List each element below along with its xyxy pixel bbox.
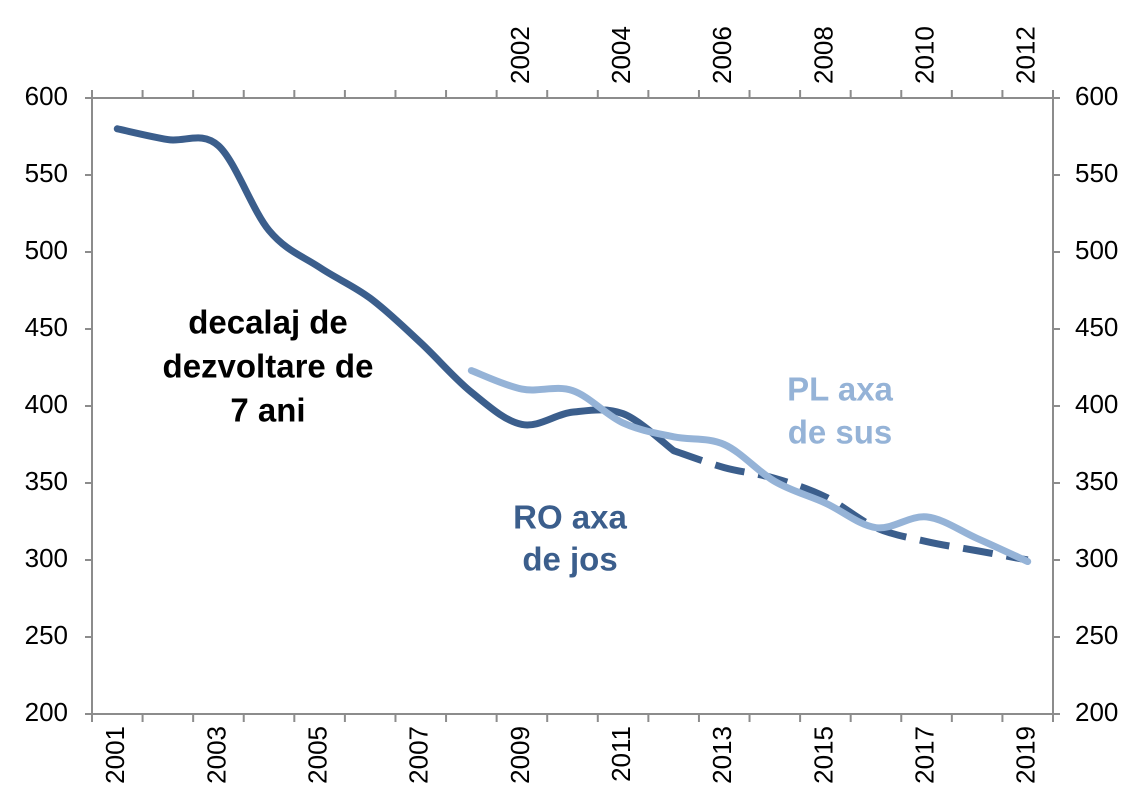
y2-tick-label: 500: [1075, 235, 1118, 265]
line-series: [113, 125, 678, 455]
y-tick-label: 200: [25, 697, 68, 727]
y-tick-label: 300: [25, 543, 68, 573]
annotation: dezvoltare de: [163, 348, 374, 385]
annotation: de jos: [522, 541, 617, 578]
x-tick-label: 2001: [100, 726, 130, 784]
y-tick-label: 450: [25, 312, 68, 342]
x-tick-label: 2011: [606, 726, 636, 782]
y-tick-label: 550: [25, 158, 68, 188]
x-tick-label: 2017: [909, 726, 939, 784]
y2-tick-label: 550: [1075, 158, 1118, 188]
y2-tick-label: 450: [1075, 312, 1118, 342]
x-tick-label: 2019: [1011, 726, 1041, 784]
x2-tick-label: 2012: [1011, 26, 1041, 84]
x-tick-label: 2005: [302, 726, 332, 784]
x-tick-label: 2009: [505, 726, 535, 784]
y2-tick-label: 300: [1075, 543, 1118, 573]
y-tick-label: 500: [25, 235, 68, 265]
y-tick-label: 400: [25, 389, 68, 419]
annotation: de sus: [788, 414, 893, 451]
x2-tick-label: 2008: [808, 26, 838, 84]
x2-tick-label: 2006: [707, 26, 737, 84]
annotation: PL axa: [787, 371, 893, 408]
y2-tick-label: 250: [1075, 620, 1118, 650]
annotation: decalaj de: [188, 304, 348, 341]
x-tick-label: 2015: [808, 726, 838, 784]
y-tick-label: 250: [25, 620, 68, 650]
y-tick-label: 600: [25, 81, 68, 111]
x-tick-label: 2003: [201, 726, 231, 784]
y2-tick-label: 400: [1075, 389, 1118, 419]
annotation: RO axa: [513, 499, 627, 536]
x2-tick-label: 2010: [909, 26, 939, 84]
x2-tick-label: 2002: [505, 26, 535, 84]
y-tick-label: 350: [25, 466, 68, 496]
x-tick-label: 2007: [404, 726, 434, 784]
line-series: [672, 447, 1029, 564]
x2-tick-label: 2004: [606, 26, 636, 84]
y2-tick-label: 350: [1075, 466, 1118, 496]
y2-tick-label: 200: [1075, 697, 1118, 727]
y2-tick-label: 600: [1075, 81, 1118, 111]
line-series: [467, 367, 1032, 566]
x-tick-label: 2013: [707, 726, 737, 784]
annotation: 7 ani: [230, 392, 305, 429]
